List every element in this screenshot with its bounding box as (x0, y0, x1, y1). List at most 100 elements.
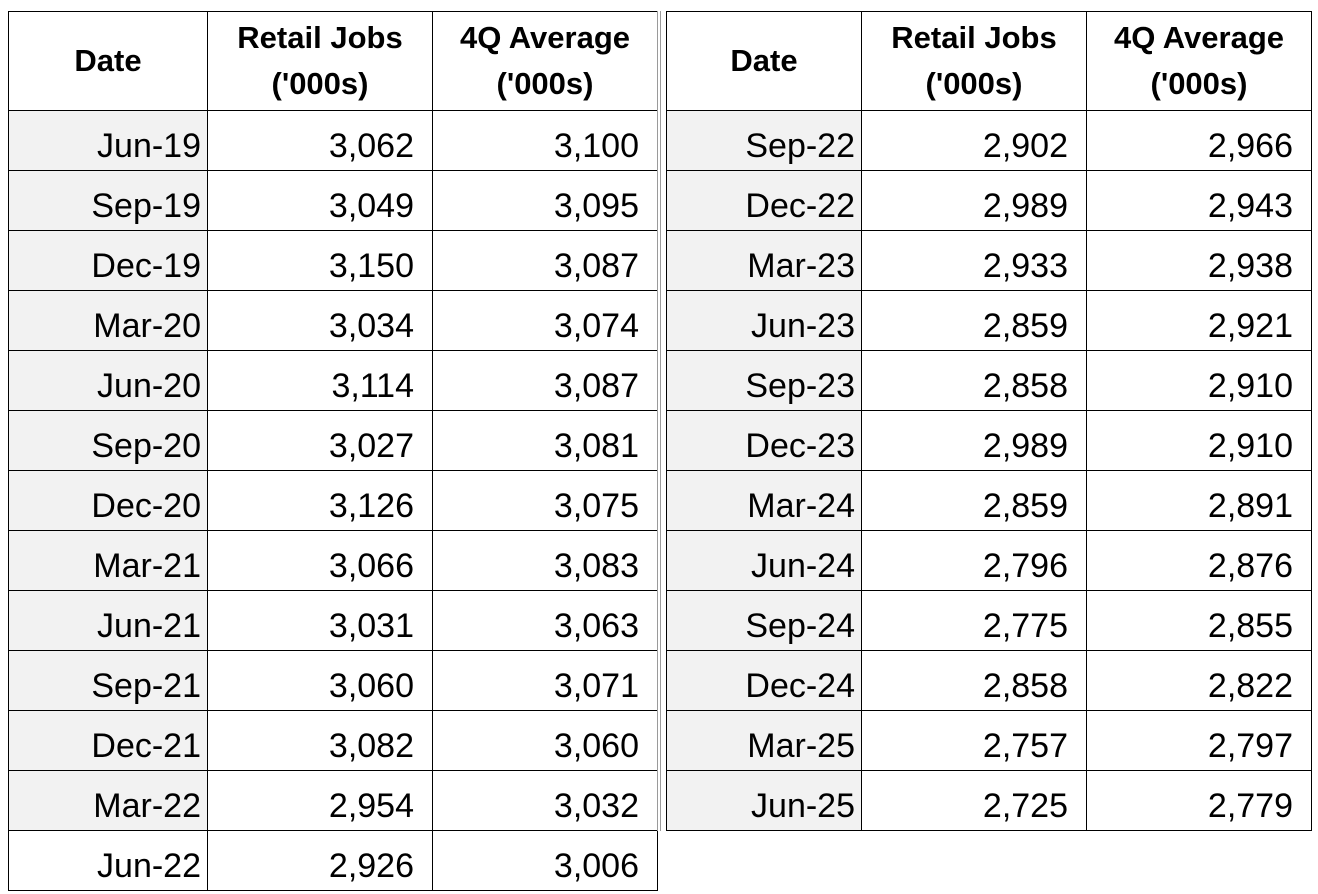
date-cell: Jun-21 (8, 590, 208, 651)
retail-jobs-cell: 2,933 (861, 230, 1087, 291)
table-row: Dec-21 3,082 3,060 (8, 710, 658, 771)
table-row: Dec-23 2,989 2,910 (666, 410, 1312, 471)
table-row: Sep-20 3,027 3,081 (8, 410, 658, 471)
4q-average-cell: 2,822 (1086, 650, 1312, 711)
table-row: Jun-21 3,031 3,063 (8, 590, 658, 651)
header-row: Date Retail Jobs ('000s) 4Q Average ('000s… (666, 11, 1312, 111)
4q-average-cell: 3,095 (432, 170, 658, 231)
4q-average-cell: 3,087 (432, 230, 658, 291)
4q-average-cell: 2,855 (1086, 590, 1312, 651)
4q-average-column-header: 4Q Average ('000s) (1086, 11, 1312, 111)
table-row: Sep-22 2,902 2,966 (666, 110, 1312, 171)
date-column-header: Date (666, 11, 862, 111)
4q-average-cell: 2,891 (1086, 470, 1312, 531)
retail-jobs-cell: 3,150 (207, 230, 433, 291)
date-cell: Mar-20 (8, 290, 208, 351)
4q-average-cell: 3,006 (432, 830, 658, 891)
date-cell: Mar-25 (666, 710, 862, 771)
date-cell: Mar-22 (8, 770, 208, 831)
date-cell: Jun-20 (8, 350, 208, 411)
retail-jobs-cell: 3,060 (207, 650, 433, 711)
table-row: Mar-25 2,757 2,797 (666, 710, 1312, 771)
4q-average-cell: 3,075 (432, 470, 658, 531)
retail-jobs-cell: 2,954 (207, 770, 433, 831)
retail-jobs-column-header: Retail Jobs ('000s) (861, 11, 1087, 111)
date-cell: Jun-23 (666, 290, 862, 351)
table-row: Mar-23 2,933 2,938 (666, 230, 1312, 291)
retail-jobs-cell: 3,114 (207, 350, 433, 411)
right-data-table: Date Retail Jobs ('000s) 4Q Average ('000s… (666, 11, 1312, 831)
date-cell: Dec-22 (666, 170, 862, 231)
4q-average-cell: 3,087 (432, 350, 658, 411)
4q-average-cell: 3,032 (432, 770, 658, 831)
4q-average-cell: 3,063 (432, 590, 658, 651)
table-row: Sep-21 3,060 3,071 (8, 650, 658, 711)
retail-jobs-column-header: Retail Jobs ('000s) (207, 11, 433, 111)
date-cell: Sep-21 (8, 650, 208, 711)
table-row: Dec-24 2,858 2,822 (666, 650, 1312, 711)
retail-jobs-cell: 3,034 (207, 290, 433, 351)
4q-average-cell: 3,074 (432, 290, 658, 351)
4q-average-cell: 2,943 (1086, 170, 1312, 231)
table-row: Dec-22 2,989 2,943 (666, 170, 1312, 231)
table-row: Dec-19 3,150 3,087 (8, 230, 658, 291)
retail-jobs-cell: 3,049 (207, 170, 433, 231)
retail-jobs-cell: 3,066 (207, 530, 433, 591)
retail-jobs-cell: 2,775 (861, 590, 1087, 651)
table-row: Jun-19 3,062 3,100 (8, 110, 658, 171)
4q-average-cell: 3,083 (432, 530, 658, 591)
4q-average-cell: 2,910 (1086, 410, 1312, 471)
retail-jobs-cell: 3,082 (207, 710, 433, 771)
table-row: Dec-20 3,126 3,075 (8, 470, 658, 531)
date-cell: Dec-21 (8, 710, 208, 771)
date-cell: Mar-21 (8, 530, 208, 591)
4q-average-cell: 2,966 (1086, 110, 1312, 171)
header-row: Date Retail Jobs ('000s) 4Q Average ('000s… (8, 11, 658, 111)
date-cell: Sep-23 (666, 350, 862, 411)
table-row: Jun-24 2,796 2,876 (666, 530, 1312, 591)
retail-jobs-cell: 2,989 (861, 170, 1087, 231)
left-data-table: Date Retail Jobs ('000s) 4Q Average ('000s… (8, 11, 658, 891)
table-row: Sep-19 3,049 3,095 (8, 170, 658, 231)
retail-jobs-cell: 3,031 (207, 590, 433, 651)
retail-jobs-cell: 3,062 (207, 110, 433, 171)
date-cell: Jun-25 (666, 770, 862, 831)
retail-jobs-cell: 2,757 (861, 710, 1087, 771)
table-row: Mar-22 2,954 3,032 (8, 770, 658, 831)
table-separator (657, 11, 661, 831)
4q-average-cell: 3,081 (432, 410, 658, 471)
retail-jobs-cell: 2,926 (207, 830, 433, 891)
retail-jobs-cell: 2,859 (861, 290, 1087, 351)
retail-jobs-cell: 2,902 (861, 110, 1087, 171)
4q-average-cell: 2,779 (1086, 770, 1312, 831)
date-cell: Mar-23 (666, 230, 862, 291)
4q-average-cell: 3,060 (432, 710, 658, 771)
table-row: Sep-24 2,775 2,855 (666, 590, 1312, 651)
date-cell: Dec-20 (8, 470, 208, 531)
date-cell: Dec-24 (666, 650, 862, 711)
table-row: Mar-24 2,859 2,891 (666, 470, 1312, 531)
date-cell: Mar-24 (666, 470, 862, 531)
date-cell: Dec-23 (666, 410, 862, 471)
table-row: Jun-20 3,114 3,087 (8, 350, 658, 411)
date-cell: Sep-20 (8, 410, 208, 471)
4q-average-cell: 2,910 (1086, 350, 1312, 411)
4q-average-cell: 3,100 (432, 110, 658, 171)
date-cell: Jun-22 (8, 830, 208, 891)
retail-jobs-cell: 3,027 (207, 410, 433, 471)
table-row: Jun-22 2,926 3,006 (8, 830, 658, 891)
table-row: Jun-23 2,859 2,921 (666, 290, 1312, 351)
table-row: Mar-20 3,034 3,074 (8, 290, 658, 351)
date-cell: Sep-24 (666, 590, 862, 651)
4q-average-cell: 3,071 (432, 650, 658, 711)
date-cell: Sep-19 (8, 170, 208, 231)
retail-jobs-cell: 2,796 (861, 530, 1087, 591)
retail-jobs-cell: 2,725 (861, 770, 1087, 831)
retail-jobs-cell: 2,858 (861, 350, 1087, 411)
table-row: Sep-23 2,858 2,910 (666, 350, 1312, 411)
date-cell: Sep-22 (666, 110, 862, 171)
date-cell: Jun-19 (8, 110, 208, 171)
table-row: Mar-21 3,066 3,083 (8, 530, 658, 591)
4q-average-cell: 2,876 (1086, 530, 1312, 591)
retail-jobs-cell: 2,859 (861, 470, 1087, 531)
